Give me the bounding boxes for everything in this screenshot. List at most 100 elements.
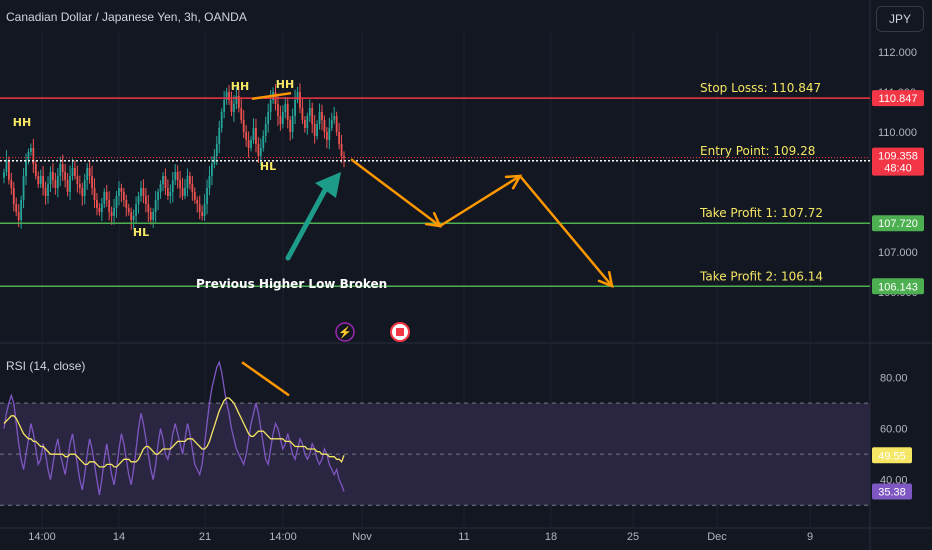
pattern-label-hh: HH	[13, 116, 31, 129]
rsi-divergence-line	[241, 361, 290, 397]
candle-body	[233, 104, 235, 112]
candle-body	[140, 188, 142, 196]
candle-body	[56, 176, 59, 188]
candle-body	[103, 192, 106, 204]
time-tick-label: 9	[807, 531, 813, 543]
rsi-label: RSI (14, close)	[6, 359, 86, 373]
projection-segment	[438, 174, 522, 228]
candle-body	[52, 172, 54, 180]
candle-body	[279, 116, 282, 124]
candle-body	[96, 200, 98, 208]
candle-body	[299, 92, 301, 108]
teal-arrow	[285, 172, 341, 261]
take-profit-2-tag-bg	[872, 278, 924, 295]
take-profit-2-tag-text: 106.143	[878, 281, 918, 293]
candle-body	[47, 184, 49, 196]
candle-body	[49, 172, 52, 184]
candle-body	[267, 112, 270, 124]
candle-body	[142, 188, 145, 196]
candle-body	[76, 176, 79, 184]
candle-body	[338, 132, 341, 144]
time-tick-label: 18	[545, 531, 557, 543]
currency-button[interactable]: JPY	[876, 6, 924, 32]
candle-body	[333, 116, 336, 120]
price-tick-label: 107.000	[878, 247, 918, 259]
candle-body	[308, 108, 311, 116]
projection-arrowhead	[597, 271, 614, 288]
candle-body	[335, 116, 338, 132]
candle-body	[306, 116, 309, 128]
candle-body	[196, 200, 199, 204]
candle-body	[311, 108, 314, 124]
lightning-glyph: ⚡	[338, 326, 352, 339]
stop-loss-tag: 110.847	[872, 90, 924, 107]
candle-body	[255, 128, 257, 144]
candle-body	[93, 188, 96, 200]
candle-body	[108, 200, 111, 212]
candle-body	[59, 164, 62, 176]
candle-body	[12, 188, 15, 204]
candle-body	[78, 184, 81, 188]
take-profit-2-label: Take Profit 2: 106.14	[699, 269, 823, 283]
candle-body	[20, 200, 23, 220]
candle-body	[162, 176, 164, 184]
rsi-ma-line	[3, 397, 345, 468]
candle-body	[264, 124, 267, 136]
candle-body	[71, 168, 74, 176]
candle-body	[259, 148, 262, 156]
candle-body	[281, 112, 284, 124]
candle-body	[86, 168, 89, 180]
candle-body	[149, 212, 152, 220]
candle-body	[201, 212, 204, 216]
candle-body	[105, 192, 108, 200]
candle-body	[164, 176, 167, 188]
pattern-label-hl: HL	[133, 226, 149, 239]
candle-body	[74, 168, 76, 176]
candle-body	[245, 132, 248, 140]
candle-body	[262, 136, 265, 148]
candle-body	[125, 200, 128, 208]
candle-body	[25, 160, 27, 176]
candle-body	[17, 212, 20, 220]
rsi-tick-label: 80.00	[880, 373, 908, 385]
candle-body	[321, 112, 323, 120]
candle-body	[42, 176, 45, 188]
price-tick-label: 110.000	[878, 127, 917, 139]
hh-trendline	[251, 91, 292, 101]
symbol-title: Canadian Dollar / Japanese Yen, 3h, OAND…	[6, 10, 247, 24]
candle-body	[83, 180, 86, 196]
last-price-tag	[872, 147, 924, 176]
rsi-line	[3, 360, 345, 496]
entry-point-label: Entry Point: 109.28	[700, 144, 815, 158]
candle-body	[277, 104, 279, 116]
candle-body	[284, 104, 287, 112]
candle-body	[159, 184, 162, 192]
candle-body	[115, 196, 118, 208]
candle-body	[343, 156, 345, 158]
candle-body	[186, 176, 189, 188]
annotation-text: Previous Higher Low Broken	[196, 277, 387, 291]
candle-body	[211, 164, 213, 176]
take-profit-1-tag-text: 107.720	[878, 218, 918, 230]
candle-body	[247, 140, 250, 148]
candle-body	[98, 208, 101, 212]
candle-body	[188, 176, 191, 184]
projection-segment	[350, 158, 442, 228]
candle-body	[176, 172, 179, 180]
candle-body	[91, 176, 93, 188]
candle-body	[316, 124, 318, 136]
candle-body	[152, 212, 155, 220]
candle-body	[3, 172, 5, 178]
candle-body	[303, 120, 306, 128]
time-tick-label: 14:00	[269, 531, 297, 543]
candle-body	[318, 112, 321, 124]
candle-body	[237, 96, 240, 108]
candle-body	[22, 176, 25, 200]
rsi-ma-tag-text: 49.55	[878, 450, 906, 462]
candle-body	[323, 120, 326, 132]
candle-body	[118, 188, 120, 196]
candle-body	[100, 204, 103, 212]
take-profit-1-tag: 107.720	[872, 215, 924, 232]
candle-body	[127, 208, 130, 212]
